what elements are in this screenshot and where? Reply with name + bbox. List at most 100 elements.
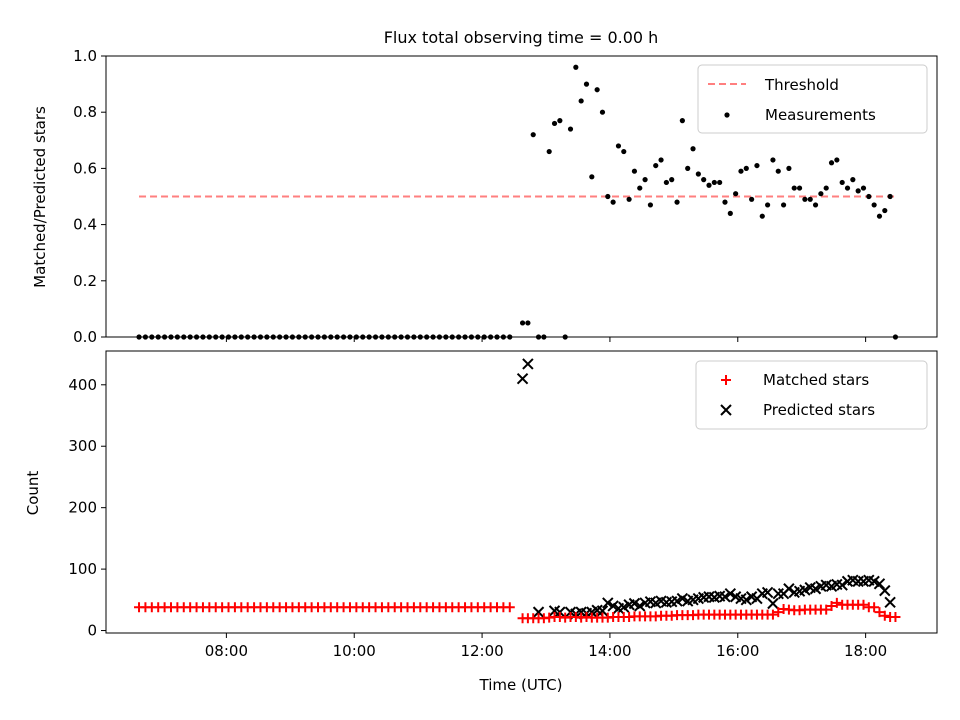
measurement-point — [525, 320, 531, 326]
measurement-point — [754, 162, 760, 169]
top-y-tick-label: 0.6 — [73, 159, 97, 177]
measurement-point — [812, 202, 819, 208]
measurement-point — [567, 126, 574, 132]
measurement-point — [834, 157, 840, 163]
predicted-stars-point — [719, 591, 731, 603]
bottom-plot-marks — [134, 358, 901, 624]
matched-stars-point — [767, 609, 778, 620]
measurement-point — [658, 157, 664, 163]
top-plot-marks — [136, 64, 899, 340]
measurement-point — [679, 118, 685, 124]
bottom-axis-ticks: 0 100 200 300 400 08:00 10:00 12:00 14:00 16:00 18… — [68, 376, 887, 660]
top-plot: 0.0 0.2 0.4 0.6 0.8 1.0 Matched/Predicted sta… — [31, 47, 938, 346]
top-y-axis-label: Matched/Predicted stars — [31, 106, 49, 288]
predicted-stars-point — [634, 600, 646, 612]
measurement-point — [594, 87, 600, 93]
bottom-y-axis-label: Count — [24, 471, 42, 516]
measurement-point — [871, 202, 877, 208]
measurement-point — [850, 177, 856, 183]
measurement-point — [589, 174, 595, 180]
top-y-tick-label: 0.8 — [73, 103, 97, 121]
top-plot-frame — [105, 55, 938, 338]
measurement-point — [876, 213, 883, 219]
chart-title: Flux total observing time = 0.00 h — [384, 28, 659, 47]
measurement-point — [578, 98, 584, 104]
predicted-stars-point — [836, 579, 848, 591]
predicted-stars-point — [772, 587, 784, 600]
predicted-stars-point — [532, 606, 545, 618]
measurement-point — [695, 171, 701, 177]
measurement-point — [796, 185, 803, 191]
legend-matched-swatch — [721, 375, 731, 385]
legend-predicted-label: Predicted stars — [763, 401, 875, 419]
measurement-point — [860, 185, 867, 191]
predicted-stars-point — [884, 596, 896, 608]
predicted-stars-point — [873, 578, 886, 590]
x-axis-label: Time (UTC) — [479, 676, 563, 694]
measurement-point — [647, 202, 654, 208]
top-y-tick-label: 0.2 — [73, 272, 97, 290]
matched-stars-point — [858, 599, 869, 610]
bottom-legend: Matched stars Predicted stars — [695, 360, 928, 430]
measurement-point — [711, 179, 717, 186]
matched-stars-point — [504, 602, 515, 613]
top-legend: Threshold Measurements — [697, 64, 928, 134]
measurement-point — [882, 207, 888, 214]
measurement-point — [621, 148, 627, 155]
measurement-point — [599, 109, 606, 115]
measurement-point — [706, 182, 712, 188]
x-tick-label: 14:00 — [588, 642, 631, 660]
predicted-stars-point — [879, 584, 891, 597]
measurement-point — [791, 185, 797, 191]
matched-stars-point — [869, 602, 880, 613]
measurement-point — [743, 165, 749, 171]
measurement-point — [610, 199, 616, 205]
measurement-point — [818, 191, 824, 197]
bottom-y-tick-label: 200 — [68, 499, 97, 517]
measurement-point — [823, 185, 829, 191]
measurement-point — [663, 179, 669, 186]
measurement-point — [786, 165, 792, 171]
measurement-point — [807, 196, 813, 202]
measurement-point — [839, 179, 845, 186]
measurement-point — [770, 157, 776, 163]
measurement-point — [605, 193, 611, 200]
x-tick-label: 12:00 — [460, 642, 503, 660]
bottom-y-tick-label: 400 — [68, 376, 97, 394]
predicted-stars-point — [761, 586, 774, 599]
legend-matched-label: Matched stars — [763, 371, 869, 389]
predicted-stars-point — [783, 583, 795, 595]
predicted-stars-point — [516, 372, 529, 385]
top-y-tick-label: 0.4 — [73, 216, 97, 234]
measurement-point — [722, 199, 728, 205]
legend-measurements-swatch — [724, 112, 730, 118]
x-tick-label: 18:00 — [844, 642, 887, 660]
matched-stars-point — [890, 612, 901, 623]
bottom-plot-frame — [105, 350, 938, 634]
measurement-point — [775, 168, 781, 174]
top-y-tick-label: 0.0 — [73, 328, 97, 346]
matched-stars-point — [821, 604, 832, 615]
x-tick-label: 08:00 — [205, 642, 248, 660]
measurement-point — [546, 148, 552, 155]
bottom-y-tick-label: 300 — [68, 437, 97, 455]
measurement-point — [530, 132, 536, 138]
x-tick-label: 10:00 — [333, 642, 376, 660]
measurement-point — [738, 168, 744, 174]
measurement-point — [733, 191, 739, 197]
measurement-point — [557, 118, 563, 124]
matched-stars-point — [773, 607, 784, 618]
measurement-point — [844, 185, 851, 191]
predicted-stars-point — [522, 358, 534, 370]
legend-threshold-label: Threshold — [764, 76, 839, 94]
measurement-point — [519, 320, 526, 326]
measurement-point — [573, 64, 579, 70]
measurement-point — [669, 177, 675, 183]
predicted-stars-point — [767, 597, 779, 610]
matched-stars-point — [874, 607, 885, 618]
measurement-point — [637, 185, 643, 191]
matched-stars-point — [879, 610, 890, 621]
top-y-ticks: 0.0 0.2 0.4 0.6 0.8 1.0 — [73, 47, 867, 346]
measurement-point — [828, 160, 835, 166]
measurement-point — [866, 193, 872, 200]
